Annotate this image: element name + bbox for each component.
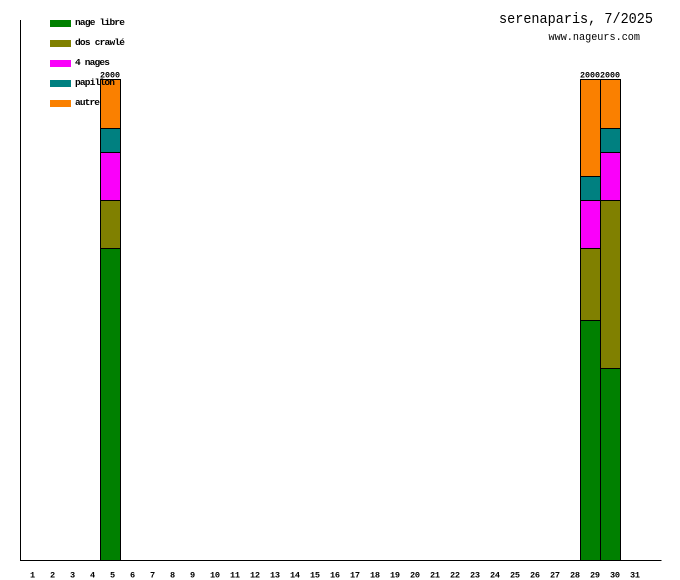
svg-text:4: 4 [90, 570, 95, 580]
svg-text:4 nages: 4 nages [75, 57, 110, 68]
svg-text:nage libre: nage libre [75, 17, 125, 28]
svg-text:26: 26 [530, 570, 540, 580]
svg-text:12: 12 [250, 570, 260, 580]
svg-text:22: 22 [450, 570, 460, 580]
svg-text:24: 24 [490, 570, 500, 580]
svg-text:31: 31 [630, 570, 640, 580]
svg-text:30: 30 [610, 570, 620, 580]
svg-text:5: 5 [110, 570, 115, 580]
svg-text:15: 15 [310, 570, 320, 580]
svg-text:2000: 2000 [580, 71, 600, 81]
svg-text:10: 10 [210, 570, 220, 580]
svg-text:20: 20 [410, 570, 420, 580]
svg-text:29: 29 [590, 570, 600, 580]
svg-text:serenaparis, 7/2025: serenaparis, 7/2025 [499, 12, 653, 28]
svg-text:papillon: papillon [75, 77, 115, 88]
svg-text:6: 6 [130, 570, 135, 580]
svg-text:1: 1 [30, 570, 35, 580]
svg-text:13: 13 [270, 570, 280, 580]
svg-text:16: 16 [330, 570, 340, 580]
svg-text:www.nageurs.com: www.nageurs.com [549, 32, 641, 44]
svg-text:11: 11 [230, 570, 240, 580]
svg-text:7: 7 [150, 570, 155, 580]
svg-text:2000: 2000 [100, 71, 120, 81]
svg-text:3: 3 [70, 570, 75, 580]
svg-text:2000: 2000 [600, 71, 620, 81]
svg-text:9: 9 [190, 570, 195, 580]
svg-text:dos crawlé: dos crawlé [75, 37, 125, 48]
svg-text:23: 23 [470, 570, 480, 580]
svg-text:25: 25 [510, 570, 520, 580]
svg-text:8: 8 [170, 570, 175, 580]
svg-text:17: 17 [350, 570, 360, 580]
svg-text:2: 2 [50, 570, 55, 580]
svg-text:18: 18 [370, 570, 380, 580]
svg-text:19: 19 [390, 570, 400, 580]
svg-text:27: 27 [550, 570, 560, 580]
svg-text:21: 21 [430, 570, 440, 580]
svg-text:14: 14 [290, 570, 300, 580]
svg-text:28: 28 [570, 570, 580, 580]
svg-text:autre: autre [75, 97, 100, 108]
